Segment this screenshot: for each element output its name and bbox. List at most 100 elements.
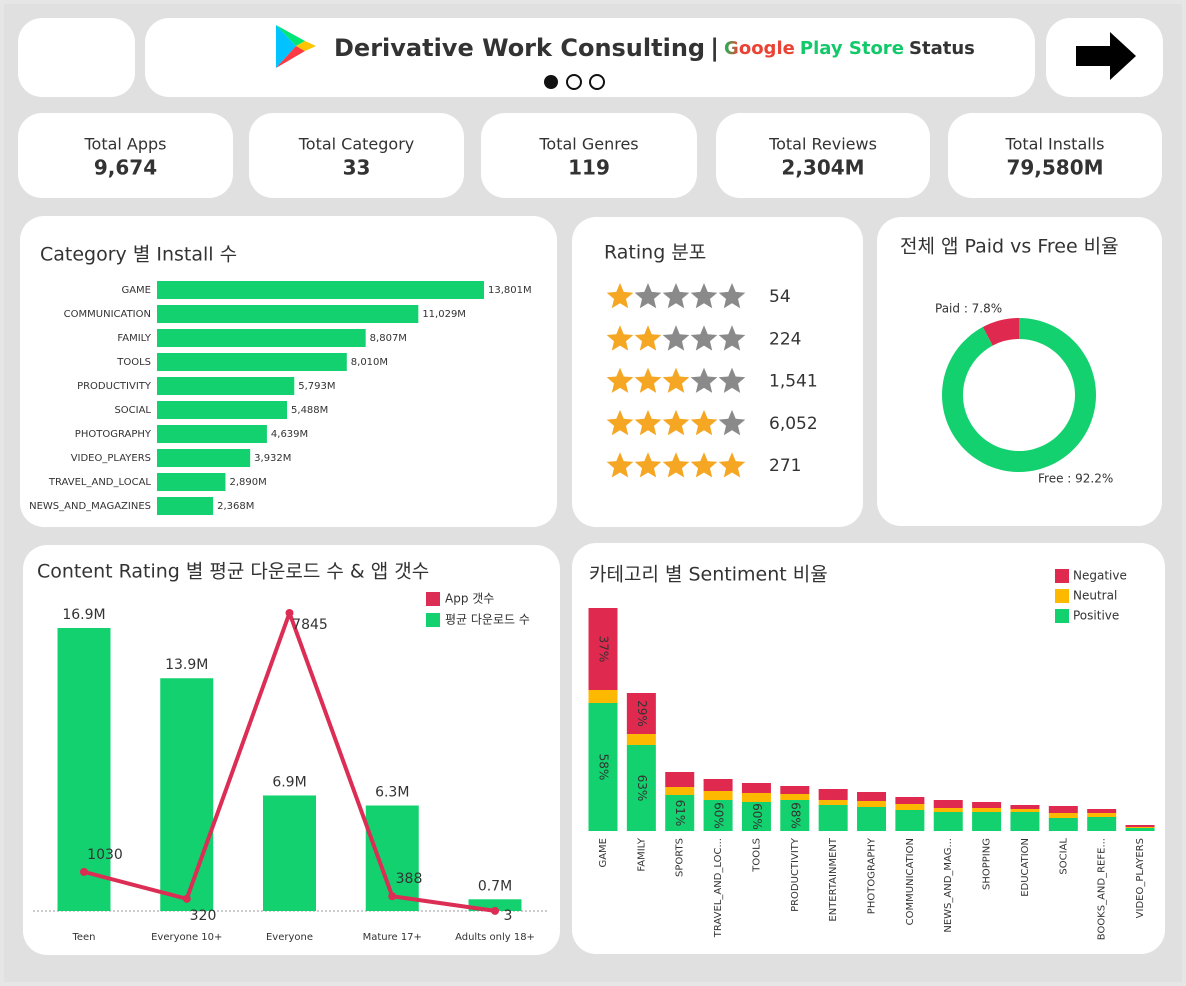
star [634,325,662,351]
product: Play Store [800,38,904,59]
value-label: 6.3M [375,785,409,801]
star [634,409,662,436]
star [690,367,718,393]
bar [468,899,522,911]
title: Derivative Work Consulting [334,34,705,62]
star [718,283,746,309]
page-dot[interactable] [589,74,605,90]
x-tick-label: ENTERTAINMENT [828,837,839,921]
x-tick-label: SPORTS [675,838,686,877]
point [80,867,88,876]
x-tick-label: Mature 17+ [363,932,422,943]
slice-label: Free : 92.2% [1038,472,1113,486]
share-label: 58% [597,754,611,781]
bar-segment [895,804,925,810]
bar-segment [665,787,695,795]
x-tick-label: VIDEO_PLAYERS [1135,838,1146,918]
kpi-value: 79,580M [1006,156,1103,180]
x-tick-label: SHOPPING [982,838,993,890]
page-dot[interactable] [544,75,558,89]
page-dot[interactable] [566,74,582,90]
kpi-card [481,113,697,198]
x-tick-label: EDUCATION [1020,838,1031,897]
bar-segment [626,693,656,734]
star [718,409,746,436]
point-label: 388 [396,871,423,887]
chart-title: Category 별 Install 수 [40,244,237,266]
brand: Google [724,38,795,59]
point-label: 3 [504,908,513,924]
bar-segment [665,795,695,831]
bar-segment [972,802,1002,808]
value-label: 4,639M [271,429,308,440]
bar-segment [972,808,1002,812]
kpi-card [948,113,1162,198]
kpi-label: Total Genres [538,135,638,154]
bar-segment [741,783,771,793]
legend-label: Positive [1073,609,1119,623]
bar-segment [857,801,887,807]
star [606,452,634,478]
bar-segment [741,793,771,802]
bar-segment [1048,818,1078,831]
kpi-label: Total Apps [83,135,166,154]
bar-segment [588,608,618,690]
point [285,609,294,617]
rating-count: 1,541 [769,372,818,392]
category-label: TOOLS [116,357,151,368]
x-tick-label: Adults only 18+ [455,932,535,943]
value-label: 3,932M [254,453,291,464]
star [606,409,634,436]
point-label: 320 [190,908,217,924]
star [718,452,746,478]
bar-segment [972,812,1002,831]
value-label: 0.7M [478,878,512,894]
category-label: COMMUNICATION [64,309,151,320]
share-label: 61% [673,800,687,827]
rating-card [572,217,863,527]
point-label: 7845 [292,617,328,633]
star [690,452,718,478]
point [388,892,397,901]
star [718,325,746,351]
value-label: 2,368M [217,501,254,512]
bar [157,353,347,371]
bar-segment [1010,809,1040,812]
legend-swatch [426,592,440,606]
chart-title: Rating 분포 [604,242,706,264]
x-tick-label: BOOKS_AND_REFE... [1097,838,1108,940]
bar [157,377,295,395]
star [606,283,634,309]
kpi-value: 9,674 [94,156,157,180]
star [606,367,634,393]
bar-segment [780,786,810,794]
share-label: 60% [712,802,726,829]
legend-label: 평균 다운로드 수 [445,613,530,627]
legend-label: Negative [1073,569,1127,583]
star [634,283,662,309]
bar-segment [703,779,733,791]
rating-count: 54 [769,287,791,307]
x-tick-label: FAMILY [636,837,647,871]
category-label: SOCIAL [114,405,151,416]
kpi-label: Total Reviews [768,135,877,154]
value-label: 6.9M [272,774,306,790]
bar-segment [1048,806,1078,813]
value-label: 8,807M [370,333,407,344]
bar-segment [703,800,733,831]
bar-segment [933,800,963,808]
paid-free-card [877,217,1162,526]
star [634,452,662,478]
x-tick-label: COMMUNICATION [905,838,916,925]
bar [157,425,267,443]
bar [57,628,111,911]
share-label: 29% [635,700,649,727]
kpi-value: 2,304M [781,156,864,180]
kpi-card [716,113,930,198]
legend-label: Neutral [1073,589,1117,603]
x-tick-label: PHOTOGRAPHY [867,837,878,914]
chart-title: Content Rating 별 평균 다운로드 수 & 앱 갯수 [37,561,429,583]
bar [157,497,214,515]
bar-segment [1048,813,1078,818]
bar-segment [933,808,963,812]
